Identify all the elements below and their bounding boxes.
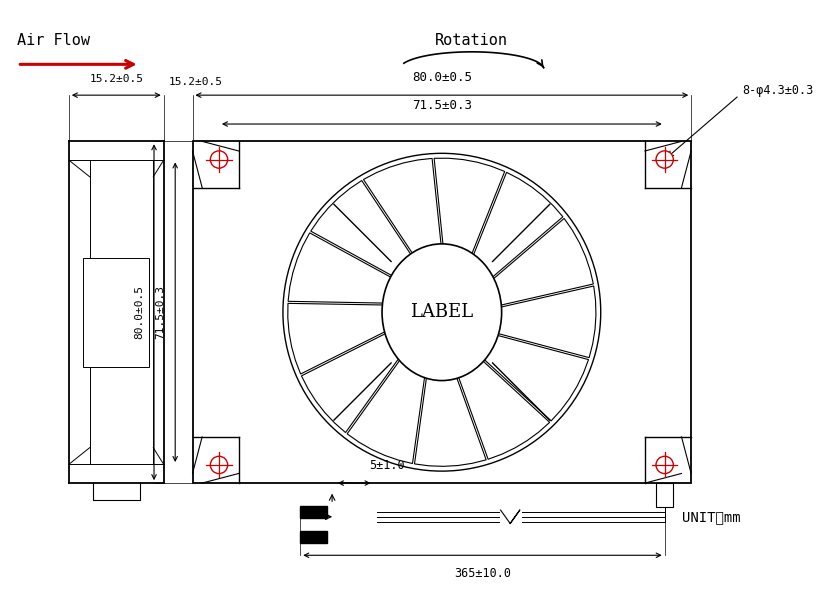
Bar (192, 142, 691, 483)
Circle shape (210, 456, 227, 473)
Polygon shape (364, 159, 443, 271)
Text: 365±10.0: 365±10.0 (454, 567, 511, 580)
Polygon shape (470, 331, 589, 421)
Text: 71.5±0.3: 71.5±0.3 (412, 99, 472, 112)
Text: 80.0±0.5: 80.0±0.5 (412, 71, 472, 84)
Bar (83, 257, 149, 367)
Text: Air Flow: Air Flow (17, 32, 90, 48)
Text: 5±1.0: 5±1.0 (369, 459, 404, 472)
Text: UNIT：mm: UNIT：mm (682, 510, 741, 524)
Text: LABEL: LABEL (410, 303, 474, 321)
Circle shape (283, 153, 601, 471)
Text: 8-φ4.3±0.3: 8-φ4.3±0.3 (742, 84, 814, 97)
Polygon shape (311, 181, 423, 284)
Circle shape (210, 151, 227, 168)
Polygon shape (466, 173, 563, 289)
Polygon shape (483, 286, 596, 357)
Circle shape (656, 456, 673, 473)
Polygon shape (434, 158, 505, 274)
Polygon shape (480, 218, 594, 309)
Bar (656, 483, 673, 507)
Bar (300, 531, 328, 543)
Text: 80.0±0.5: 80.0±0.5 (135, 285, 144, 339)
Polygon shape (288, 233, 406, 303)
Ellipse shape (382, 244, 502, 381)
Polygon shape (301, 326, 410, 432)
Circle shape (656, 151, 673, 168)
Polygon shape (415, 355, 486, 467)
Polygon shape (347, 345, 428, 464)
Text: Rotation: Rotation (435, 32, 508, 48)
Bar (300, 506, 328, 518)
Text: 15.2±0.5: 15.2±0.5 (168, 77, 222, 87)
Polygon shape (451, 348, 550, 459)
Text: 15.2±0.5: 15.2±0.5 (89, 74, 144, 84)
Text: 71.5±0.3: 71.5±0.3 (155, 285, 166, 339)
Polygon shape (288, 303, 399, 374)
